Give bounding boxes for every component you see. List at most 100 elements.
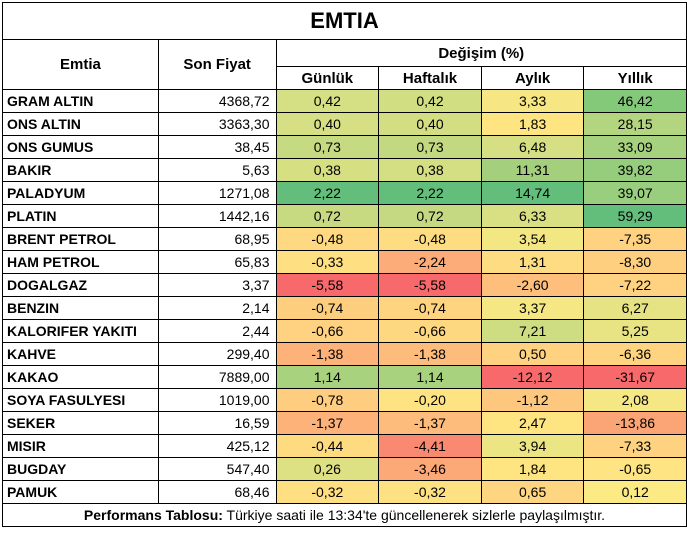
commodity-name: KALORIFER YAKITI	[2, 319, 159, 343]
change-haftalik: 0,42	[378, 89, 482, 113]
change-aylik: 0,50	[480, 342, 585, 366]
commodity-name: BAKIR	[2, 158, 159, 182]
change-haftalik: 2,22	[378, 181, 482, 205]
last-price: 1442,16	[157, 204, 277, 228]
change-yillik: 59,29	[583, 204, 687, 228]
change-haftalik: -0,66	[378, 319, 482, 343]
change-aylik: 6,48	[480, 135, 585, 159]
footer-note: Performans Tablosu: Türkiye saati ile 13…	[2, 503, 687, 527]
change-gunluk: -1,37	[275, 411, 380, 435]
table-row: SEKER 16,59 -1,37 -1,37 2,47 -13,86	[2, 411, 687, 435]
change-haftalik: 0,40	[378, 112, 482, 136]
commodity-name: PALADYUM	[2, 181, 159, 205]
change-gunluk: -0,32	[275, 480, 380, 504]
change-yillik: 33,09	[583, 135, 687, 159]
change-yillik: 46,42	[583, 89, 687, 113]
change-gunluk: -0,66	[275, 319, 380, 343]
change-haftalik: 0,38	[378, 158, 482, 182]
change-haftalik: -4,41	[378, 434, 482, 458]
commodity-name: BENZIN	[2, 296, 159, 320]
change-haftalik: -1,37	[378, 411, 482, 435]
change-gunluk: -1,38	[275, 342, 380, 366]
table-row: BUGDAY 547,40 0,26 -3,46 1,84 -0,65	[2, 457, 687, 481]
table-row: MISIR 425,12 -0,44 -4,41 3,94 -7,33	[2, 434, 687, 458]
change-aylik: 1,31	[480, 250, 585, 274]
commodity-name: PAMUK	[2, 480, 159, 504]
change-yillik: 39,07	[583, 181, 687, 205]
last-price: 3363,30	[157, 112, 277, 136]
table-row: BAKIR 5,63 0,38 0,38 11,31 39,82	[2, 158, 687, 182]
change-gunluk: -0,33	[275, 250, 380, 274]
commodity-name: SOYA FASULYESI	[2, 388, 159, 412]
change-yillik: 39,82	[583, 158, 687, 182]
change-yillik: -6,36	[583, 342, 687, 366]
commodity-table: EMTIA Emtia Son Fiyat Değişim (%) Günlük…	[2, 2, 687, 527]
change-haftalik: -0,48	[378, 227, 482, 251]
table-row: PLATIN 1442,16 0,72 0,72 6,33 59,29	[2, 204, 687, 228]
table-row: KALORIFER YAKITI 2,44 -0,66 -0,66 7,21 5,25	[2, 319, 687, 343]
header-haftalik: Haftalık	[378, 66, 482, 90]
change-yillik: 28,15	[583, 112, 687, 136]
change-aylik: 1,83	[480, 112, 585, 136]
change-aylik: 6,33	[480, 204, 585, 228]
change-gunluk: 0,38	[275, 158, 380, 182]
table-row: PALADYUM 1271,08 2,22 2,22 14,74 39,07	[2, 181, 687, 205]
header-yillik: Yıllık	[583, 66, 687, 90]
change-aylik: -2,60	[480, 273, 585, 297]
table-row: ONS GUMUS 38,45 0,73 0,73 6,48 33,09	[2, 135, 687, 159]
header-emtia: Emtia	[2, 39, 159, 90]
change-aylik: 14,74	[480, 181, 585, 205]
footer-label: Performans Tablosu:	[83, 507, 223, 523]
change-yillik: -8,30	[583, 250, 687, 274]
change-aylik: 2,47	[480, 411, 585, 435]
last-price: 65,83	[157, 250, 277, 274]
change-aylik: -12,12	[480, 365, 585, 389]
footer-text: Türkiye saati ile 13:34'te güncellenerek…	[222, 507, 606, 523]
change-yillik: 5,25	[583, 319, 687, 343]
change-gunluk: 0,40	[275, 112, 380, 136]
last-price: 1271,08	[157, 181, 277, 205]
last-price: 7889,00	[157, 365, 277, 389]
change-yillik: -7,35	[583, 227, 687, 251]
change-aylik: 3,33	[480, 89, 585, 113]
table-title: EMTIA	[2, 2, 687, 40]
change-haftalik: -1,38	[378, 342, 482, 366]
change-aylik: 0,65	[480, 480, 585, 504]
change-aylik: 1,84	[480, 457, 585, 481]
change-aylik: 3,37	[480, 296, 585, 320]
commodity-name: ONS ALTIN	[2, 112, 159, 136]
last-price: 38,45	[157, 135, 277, 159]
last-price: 299,40	[157, 342, 277, 366]
change-gunluk: -0,44	[275, 434, 380, 458]
change-yillik: -7,22	[583, 273, 687, 297]
commodity-name: HAM PETROL	[2, 250, 159, 274]
change-yillik: -0,65	[583, 457, 687, 481]
table-row: KAHVE 299,40 -1,38 -1,38 0,50 -6,36	[2, 342, 687, 366]
commodity-name: DOGALGAZ	[2, 273, 159, 297]
table-row: SOYA FASULYESI 1019,00 -0,78 -0,20 -1,12 2,08	[2, 388, 687, 412]
commodity-name: ONS GUMUS	[2, 135, 159, 159]
table-row: PAMUK 68,46 -0,32 -0,32 0,65 0,12	[2, 480, 687, 504]
change-yillik: -7,33	[583, 434, 687, 458]
last-price: 16,59	[157, 411, 277, 435]
change-gunluk: 0,73	[275, 135, 380, 159]
change-gunluk: 0,26	[275, 457, 380, 481]
header-degisim: Değişim (%)	[275, 39, 687, 67]
change-haftalik: -3,46	[378, 457, 482, 481]
change-gunluk: 0,72	[275, 204, 380, 228]
last-price: 2,44	[157, 319, 277, 343]
change-gunluk: -0,74	[275, 296, 380, 320]
table-row: DOGALGAZ 3,37 -5,58 -5,58 -2,60 -7,22	[2, 273, 687, 297]
change-haftalik: 0,73	[378, 135, 482, 159]
commodity-name: BRENT PETROL	[2, 227, 159, 251]
change-gunluk: 0,42	[275, 89, 380, 113]
last-price: 68,95	[157, 227, 277, 251]
change-yillik: 6,27	[583, 296, 687, 320]
table-row: GRAM ALTIN 4368,72 0,42 0,42 3,33 46,42	[2, 89, 687, 113]
commodity-name: BUGDAY	[2, 457, 159, 481]
change-gunluk: 2,22	[275, 181, 380, 205]
change-haftalik: -0,32	[378, 480, 482, 504]
change-aylik: 7,21	[480, 319, 585, 343]
commodity-name: KAKAO	[2, 365, 159, 389]
last-price: 4368,72	[157, 89, 277, 113]
